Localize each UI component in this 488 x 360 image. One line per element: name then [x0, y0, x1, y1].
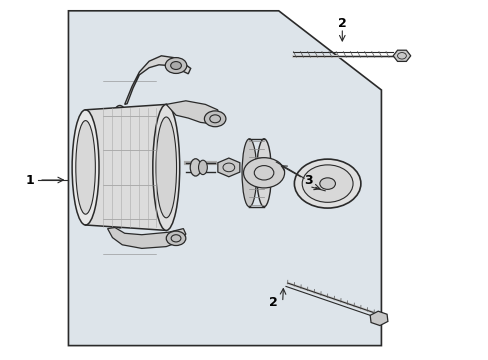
Polygon shape: [85, 104, 166, 230]
Ellipse shape: [156, 117, 176, 218]
Ellipse shape: [76, 121, 95, 214]
Ellipse shape: [242, 139, 256, 207]
Circle shape: [243, 158, 284, 188]
Text: 1: 1: [26, 174, 35, 186]
Polygon shape: [166, 101, 220, 124]
Ellipse shape: [198, 160, 207, 175]
Circle shape: [166, 231, 185, 246]
Circle shape: [204, 111, 225, 127]
Ellipse shape: [105, 105, 134, 228]
Ellipse shape: [153, 104, 180, 230]
Circle shape: [302, 165, 352, 202]
Text: 2: 2: [269, 296, 278, 309]
Circle shape: [294, 159, 360, 208]
Polygon shape: [217, 158, 240, 177]
Text: 3: 3: [303, 174, 312, 187]
Ellipse shape: [256, 139, 271, 207]
Polygon shape: [107, 228, 185, 248]
Ellipse shape: [72, 110, 99, 225]
Circle shape: [319, 178, 335, 189]
Circle shape: [165, 58, 186, 73]
Polygon shape: [369, 311, 387, 325]
Polygon shape: [124, 56, 190, 104]
Polygon shape: [392, 50, 410, 62]
Ellipse shape: [190, 159, 201, 176]
Text: 2: 2: [337, 17, 346, 30]
Circle shape: [170, 62, 181, 69]
Polygon shape: [68, 11, 381, 346]
